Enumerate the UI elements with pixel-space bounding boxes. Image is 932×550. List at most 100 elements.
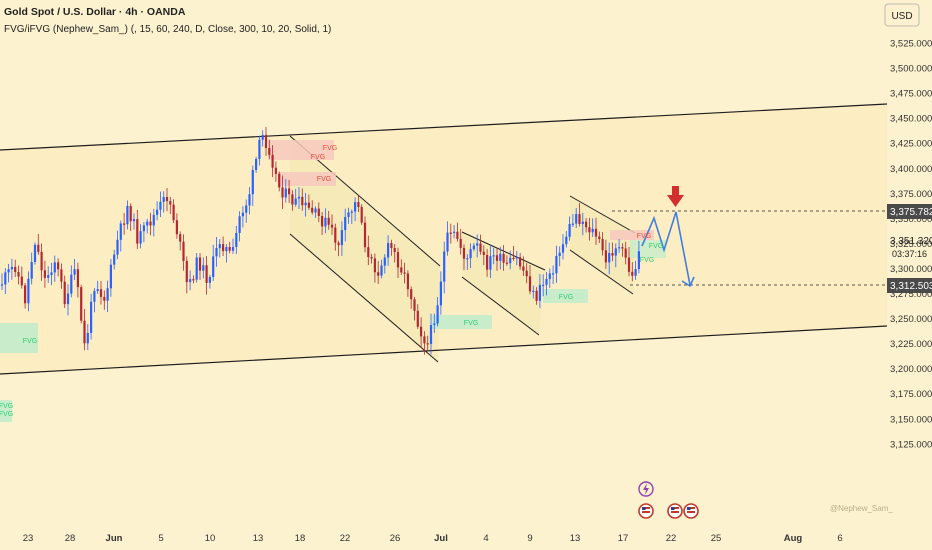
channel-lower-line[interactable] xyxy=(0,325,888,375)
candle-body xyxy=(327,217,330,225)
candle-body xyxy=(4,272,7,285)
indicator-legend[interactable]: FVG/iFVG (Nephew_Sam_) (, 15, 60, 240, D… xyxy=(4,24,332,35)
time-tick-label: 5 xyxy=(158,533,163,544)
candle-body xyxy=(284,188,287,198)
candle-body xyxy=(142,225,145,232)
candle-body xyxy=(565,236,568,245)
us-flag-icon[interactable] xyxy=(683,503,699,519)
candle-body xyxy=(426,343,429,345)
price-tick-label: 3,150.000 xyxy=(890,414,932,425)
descending-line-2b[interactable] xyxy=(461,276,540,336)
candle-body xyxy=(449,232,452,234)
currency-box[interactable] xyxy=(884,3,920,27)
candle-body xyxy=(453,231,456,233)
candle-body xyxy=(350,211,353,213)
candle-body xyxy=(403,272,406,274)
candle-body xyxy=(400,267,403,273)
channel-upper-line[interactable] xyxy=(0,103,888,151)
candle-body xyxy=(24,285,27,304)
price-axis-panel[interactable] xyxy=(887,0,932,550)
candle-body xyxy=(291,194,294,205)
candle-body xyxy=(271,154,274,168)
candle-body xyxy=(172,204,175,221)
us-flag-icon[interactable] xyxy=(667,503,683,519)
projection-path[interactable] xyxy=(641,211,691,286)
candle-body xyxy=(486,254,489,270)
candle-body xyxy=(83,320,86,344)
fvg-zone-bull-far-left xyxy=(0,400,12,422)
candle-body xyxy=(169,201,172,205)
candle-body xyxy=(456,231,459,239)
candle-body xyxy=(370,257,373,259)
candle-body xyxy=(334,227,337,243)
fvg-label: FVG xyxy=(23,338,37,345)
candle-body xyxy=(215,248,218,257)
time-tick-label: 13 xyxy=(570,533,581,544)
time-tick-label: 26 xyxy=(390,533,401,544)
candle-body xyxy=(30,261,33,279)
candle-body xyxy=(162,197,165,202)
candle-body xyxy=(264,134,268,148)
descending-line-1b[interactable] xyxy=(289,233,439,363)
candle-body xyxy=(14,266,17,273)
candle-body xyxy=(198,257,202,271)
descending-line-3b[interactable] xyxy=(569,249,634,295)
candle-body xyxy=(476,243,479,246)
candle-body xyxy=(594,228,598,237)
fvg-zone-bear-2 xyxy=(278,172,336,186)
symbol-title[interactable]: Gold Spot / U.S. Dollar · 4h · OANDA xyxy=(4,6,186,18)
candle-body xyxy=(558,252,561,256)
candle-body xyxy=(0,284,4,286)
price-tick-label: 3,450.000 xyxy=(890,114,932,125)
candle-body xyxy=(604,250,607,263)
candle-body xyxy=(337,242,340,246)
candle-body xyxy=(86,332,89,344)
candle-body xyxy=(179,234,182,242)
time-tick-label: 18 xyxy=(295,533,306,544)
candle-body xyxy=(255,158,258,170)
fvg-label: FVG xyxy=(0,411,13,418)
fvg-label: FVG xyxy=(464,320,478,327)
candle-body xyxy=(317,208,320,216)
candle-body xyxy=(63,281,66,305)
price-tick-label: 3,300.000 xyxy=(890,264,932,275)
lower-level-price: 3,312.503 xyxy=(890,281,932,292)
candle-body xyxy=(245,205,248,213)
candle-body xyxy=(581,221,584,224)
candle-body xyxy=(330,224,334,228)
candle-body xyxy=(621,247,624,249)
candle-body xyxy=(66,293,70,305)
us-flag-icon[interactable] xyxy=(638,503,654,519)
candle-body xyxy=(429,324,433,344)
candle-body xyxy=(561,244,565,253)
candle-body xyxy=(241,212,244,217)
chart-header: Gold Spot / U.S. Dollar · 4h · OANDA FVG… xyxy=(4,4,331,38)
candle-body xyxy=(314,208,317,213)
candle-body xyxy=(591,228,594,233)
candle-body xyxy=(10,266,13,270)
candle-body xyxy=(601,238,604,251)
candle-body xyxy=(274,167,277,174)
candle-body xyxy=(509,257,512,264)
candle-body xyxy=(519,257,522,267)
lightning-icon[interactable] xyxy=(638,481,654,497)
descending-line-3a[interactable] xyxy=(569,195,636,234)
candle-body xyxy=(294,198,297,205)
candle-body xyxy=(505,262,508,264)
candle-body xyxy=(90,301,93,333)
candle-body xyxy=(618,247,621,249)
candle-body xyxy=(482,251,485,255)
price-tick-label: 3,175.000 xyxy=(890,389,932,400)
candle-body xyxy=(20,276,23,286)
candle-body xyxy=(93,291,96,302)
candle-body xyxy=(123,223,126,225)
price-tick-label: 3,275.000 xyxy=(890,289,932,300)
candle-body xyxy=(522,266,525,271)
candle-body xyxy=(548,273,551,279)
candle-body xyxy=(413,299,416,311)
candle-body xyxy=(228,247,231,251)
candle-body xyxy=(436,305,439,324)
